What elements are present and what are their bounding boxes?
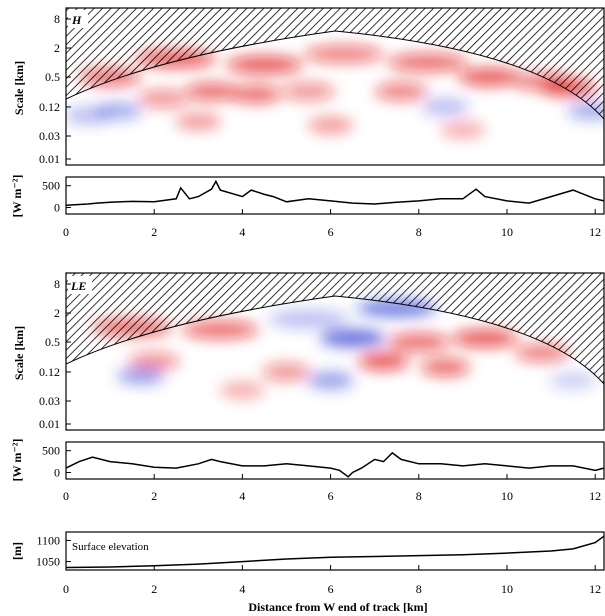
x-tick-label: 4 bbox=[239, 489, 245, 503]
x-tick-label: 8 bbox=[416, 582, 422, 596]
flux-axis-label-LE: [W m⁻²] bbox=[10, 439, 24, 482]
heatmap-blob bbox=[357, 352, 410, 371]
flux-H-frame bbox=[65, 176, 605, 215]
x-tick-label: 4 bbox=[239, 225, 245, 239]
scale-axis-label-H: Scale [km] bbox=[12, 61, 26, 115]
heatmap-blob bbox=[303, 45, 384, 64]
x-tick-label: 12 bbox=[589, 582, 601, 596]
x-tick-label: 10 bbox=[501, 225, 513, 239]
x-tick-label: 8 bbox=[416, 225, 422, 239]
flux-H bbox=[65, 176, 605, 215]
flux-LE-line bbox=[65, 451, 605, 478]
x-tick-label: 0 bbox=[63, 225, 69, 239]
heatmap-blob bbox=[268, 310, 349, 329]
x-tick-label: 6 bbox=[328, 489, 334, 503]
cone-of-influence-H bbox=[65, 7, 605, 121]
heatmap-blob bbox=[185, 82, 239, 101]
x-tick-label: 10 bbox=[501, 582, 513, 596]
heatmap-blob bbox=[440, 120, 486, 139]
heatmap-LE: LE bbox=[65, 272, 605, 431]
scale-tick-label: 2 bbox=[54, 306, 60, 320]
heatmap-blob bbox=[66, 106, 112, 125]
scale-tick-label: 0.5 bbox=[45, 70, 60, 84]
heatmap-blob bbox=[262, 362, 311, 381]
x-tick-label: 10 bbox=[501, 489, 513, 503]
heatmap-blob bbox=[458, 68, 521, 87]
heatmap-blob bbox=[549, 371, 597, 390]
scale-axis-label-LE: Scale [km] bbox=[12, 326, 26, 380]
x-tick-label: 8 bbox=[416, 489, 422, 503]
heatmap-blob bbox=[117, 366, 165, 385]
flux-LE bbox=[65, 441, 605, 480]
heatmap-blob bbox=[374, 82, 428, 101]
elevation-frame bbox=[65, 531, 605, 571]
heatmap-H: H bbox=[65, 7, 605, 166]
flux-LE-frame bbox=[65, 441, 605, 480]
heatmap-blob bbox=[319, 329, 386, 348]
heatmap-blob bbox=[452, 329, 518, 348]
heatmap-H-frame bbox=[65, 7, 605, 166]
x-tick-label: 2 bbox=[151, 225, 157, 239]
flux-tick-label: 0 bbox=[54, 465, 60, 479]
scale-tick-label: 8 bbox=[54, 12, 60, 26]
heatmap-blob bbox=[219, 381, 266, 400]
elevation-panel: Surface elevation bbox=[65, 531, 605, 571]
heatmap-blob bbox=[182, 320, 259, 339]
x-tick-label: 0 bbox=[63, 582, 69, 596]
flux-H-line bbox=[65, 179, 605, 207]
heatmap-blob bbox=[420, 358, 470, 377]
panel-label-H: H bbox=[71, 13, 82, 27]
flux-axis-label-H: [W m⁻²] bbox=[10, 175, 24, 218]
x-tick-label: 2 bbox=[151, 489, 157, 503]
heatmap-blob bbox=[421, 97, 470, 116]
heatmap-LE-frame bbox=[65, 272, 605, 431]
scale-tick-label: 0.12 bbox=[39, 100, 60, 114]
x-tick-label: 12 bbox=[589, 225, 601, 239]
heatmap-blob bbox=[175, 112, 222, 131]
heatmap-blob bbox=[137, 89, 189, 108]
scale-tick-label: 0.01 bbox=[39, 152, 60, 166]
cone-of-influence-LE bbox=[65, 272, 605, 386]
heatmap-blob bbox=[387, 333, 450, 352]
heatmap-blob bbox=[387, 53, 468, 72]
scale-tick-label: 2 bbox=[54, 41, 60, 55]
heatmap-blob bbox=[229, 85, 282, 104]
x-tick-label: 2 bbox=[151, 582, 157, 596]
scale-tick-label: 0.03 bbox=[39, 394, 60, 408]
flux-tick-label: 500 bbox=[42, 444, 60, 458]
flux-tick-label: 500 bbox=[42, 179, 60, 193]
x-tick-label: 6 bbox=[328, 225, 334, 239]
elevation-tick-label: 1100 bbox=[36, 533, 60, 547]
heatmap-blob bbox=[307, 116, 354, 135]
scale-tick-label: 0.12 bbox=[39, 365, 60, 379]
elevation-annotation: Surface elevation bbox=[72, 541, 149, 553]
heatmap-blob bbox=[128, 352, 180, 371]
heatmap-blob bbox=[282, 82, 336, 101]
x-tick-label: 12 bbox=[589, 489, 601, 503]
x-tick-label: 4 bbox=[239, 582, 245, 596]
scale-tick-label: 8 bbox=[54, 277, 60, 291]
flux-tick-label: 0 bbox=[54, 200, 60, 214]
x-tick-label: 0 bbox=[63, 489, 69, 503]
x-tick-label: 6 bbox=[328, 582, 334, 596]
elevation-tick-label: 1050 bbox=[36, 555, 60, 569]
heatmap-blob bbox=[307, 371, 355, 390]
scale-tick-label: 0.03 bbox=[39, 129, 60, 143]
elevation-line bbox=[65, 535, 605, 569]
elevation-axis-label: [m] bbox=[10, 542, 24, 560]
scale-tick-label: 0.01 bbox=[39, 417, 60, 431]
x-axis-label: Distance from W end of track [km] bbox=[248, 600, 427, 614]
panel-label-LE: LE bbox=[70, 279, 86, 293]
scale-tick-label: 0.5 bbox=[45, 335, 60, 349]
heatmap-blob bbox=[226, 55, 303, 74]
